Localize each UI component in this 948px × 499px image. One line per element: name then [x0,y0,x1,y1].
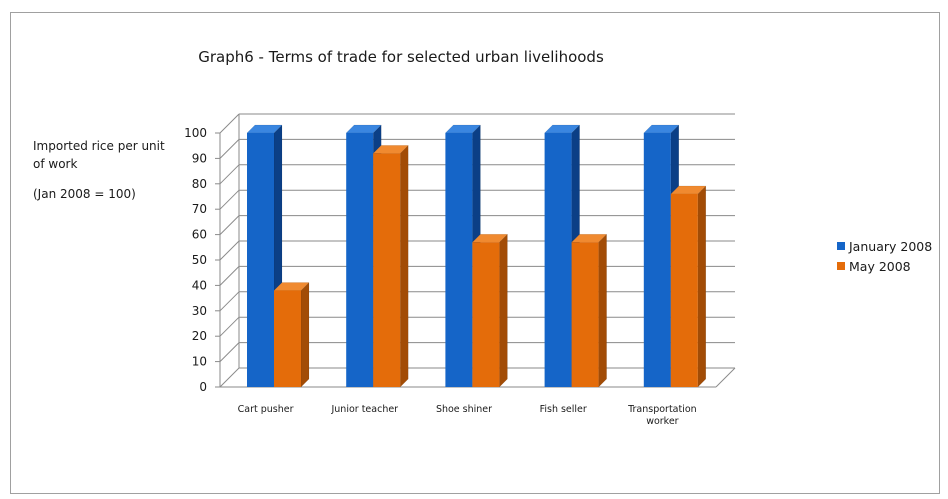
gridline-diagonal [219,113,240,134]
legend-item-january-2008: January 2008 [837,236,932,256]
y-tick-label: 90 [192,151,207,165]
gridline-diagonal [219,215,240,235]
bar-side-face [598,233,607,388]
y-axis-label-block: Imported rice per unit of work (Jan 2008… [33,137,173,203]
legend-swatch-may-2008 [837,262,845,270]
y-tick-label: 80 [192,177,207,191]
y-tick-label: 20 [192,329,207,343]
legend-item-may-2008: May 2008 [837,256,932,276]
chart-title: Graph6 - Terms of trade for selected urb… [198,48,604,66]
x-category-label: Junior teacher [330,404,398,415]
bar-side-face [300,281,310,388]
bar-side-face [697,185,707,388]
x-category-label: worker [646,416,678,427]
x-category-label: Transportation [627,404,697,415]
bar-may-2008 [471,233,509,388]
legend: January 2008 May 2008 [837,236,932,276]
y-tick-label: 0 [199,380,207,394]
gridline-diagonal [219,266,240,286]
gridline-diagonal [219,139,240,159]
bar-front-face [373,153,401,387]
gridline-diagonal [219,316,240,337]
bar-front-face [571,242,599,387]
bar-front-face [247,133,274,387]
bar-front-face [544,133,572,387]
y-tick-label: 60 [192,228,207,242]
bar-may-2008 [372,144,409,388]
gridline-diagonal [219,189,240,210]
y-axis-note: (Jan 2008 = 100) [33,187,136,201]
x-category-label: Fish seller [540,404,587,415]
bar-may-2008 [273,281,310,388]
bar-may-2008 [670,185,707,388]
bar-front-face [670,193,698,387]
x-category-label: Cart pusher [238,404,294,415]
y-tick-label: 10 [192,355,207,369]
bar-may-2008 [570,233,608,388]
bar-front-face [445,133,473,387]
floor-right-edge [715,367,736,388]
y-tick-label: 70 [192,202,207,216]
gridline-diagonal [219,291,240,312]
gridline-diagonal [219,240,240,261]
bar-front-face [274,290,301,387]
bar-front-face [643,133,671,387]
bar-front-face [472,242,500,387]
x-category-label: Shoe shiner [436,404,492,415]
bar-front-face [346,133,374,387]
y-tick-label: 30 [192,304,207,318]
bar-side-face [399,144,409,388]
gridline-diagonal [219,164,240,185]
legend-swatch-january-2008 [837,242,845,250]
bar-side-face [499,233,508,388]
y-axis-label: Imported rice per unit of work [33,139,165,171]
legend-label-january-2008: January 2008 [849,238,933,254]
gridline-diagonal [219,342,240,362]
gridline-diagonal [219,367,240,388]
legend-label-may-2008: May 2008 [849,258,911,274]
y-tick-label: 50 [192,253,207,267]
y-tick-label: 100 [184,126,207,140]
y-tick-label: 40 [192,278,207,292]
